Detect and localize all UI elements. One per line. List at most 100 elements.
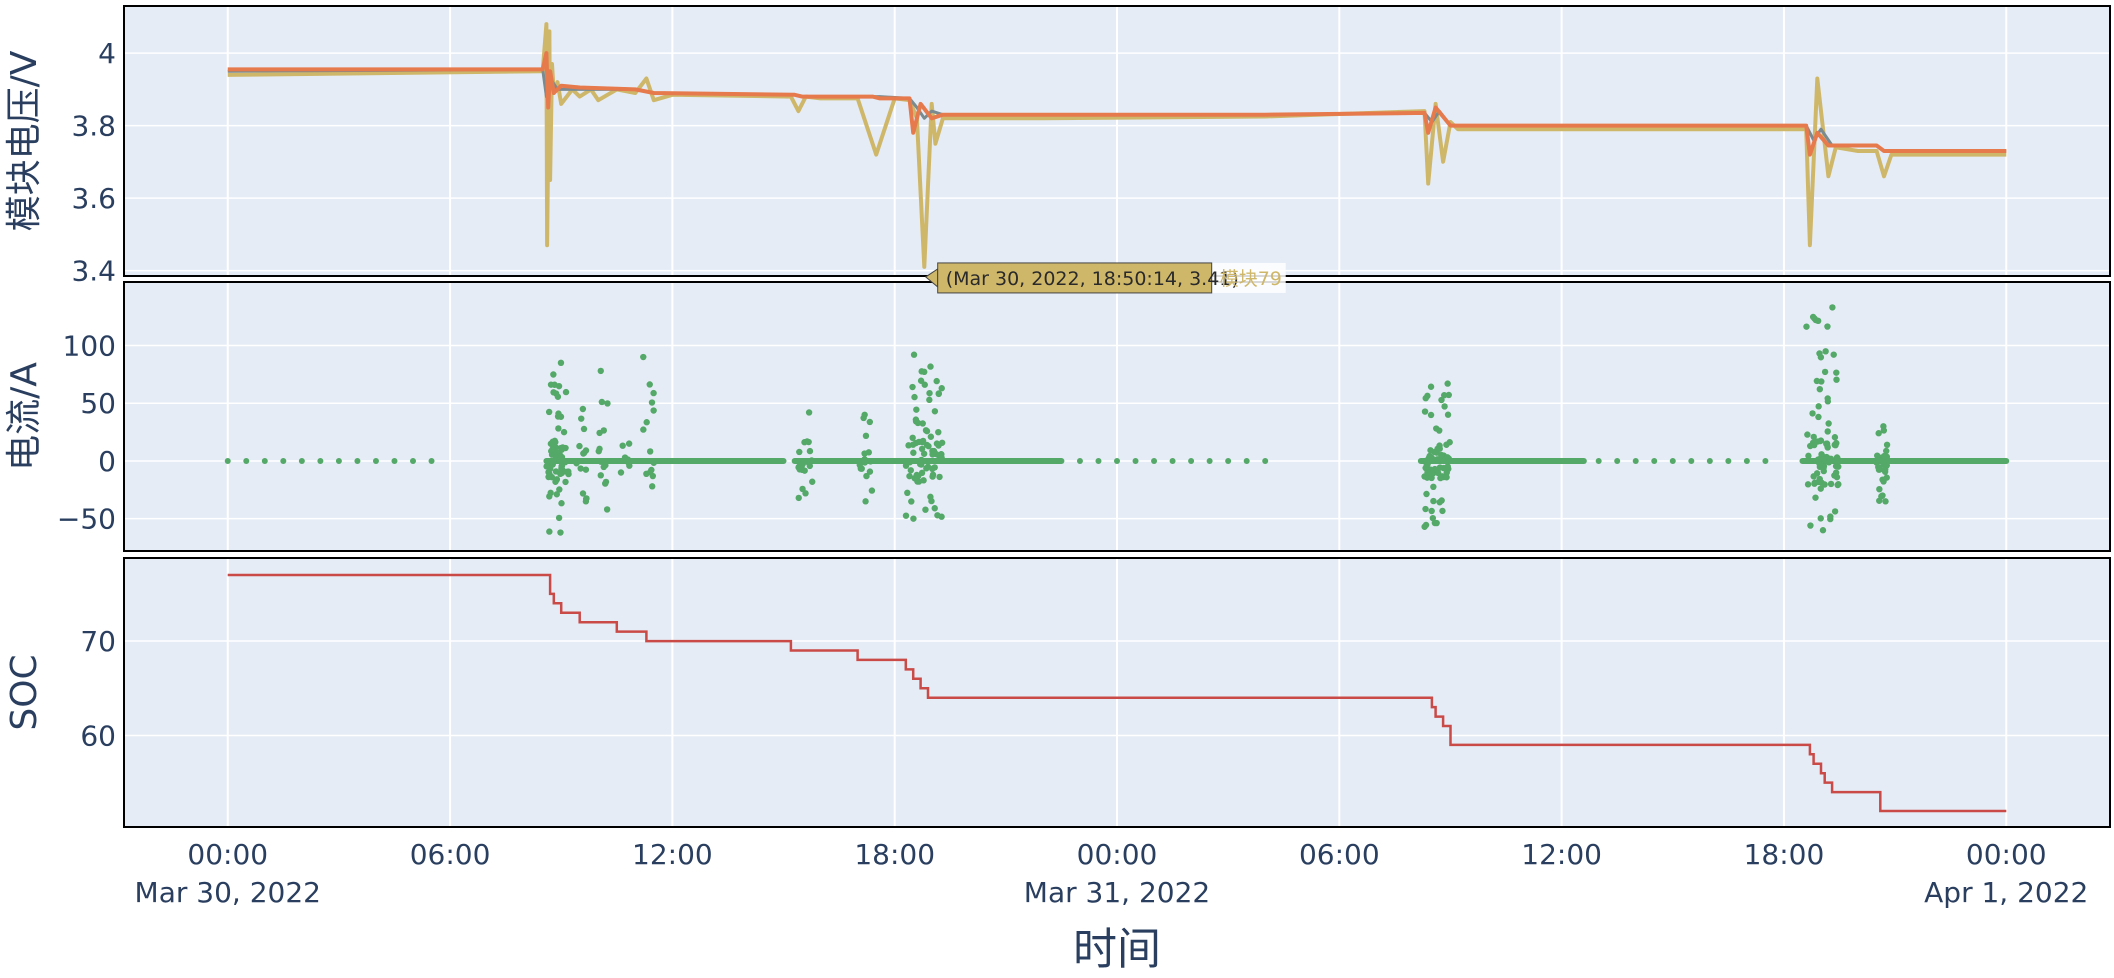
plot-border bbox=[123, 557, 2111, 828]
current-point bbox=[929, 451, 936, 458]
current-point bbox=[1831, 434, 1839, 441]
current-point bbox=[918, 368, 925, 375]
y-tick-label: 100 bbox=[63, 329, 116, 362]
current-point bbox=[1426, 452, 1433, 460]
current-point bbox=[1188, 457, 1195, 464]
current-point bbox=[1431, 448, 1438, 456]
current-point bbox=[1819, 527, 1827, 534]
y-tick-label: 70 bbox=[80, 625, 116, 658]
current-point bbox=[802, 490, 809, 497]
current-point bbox=[801, 467, 808, 474]
current-point bbox=[1428, 507, 1435, 515]
current-point bbox=[1805, 452, 1812, 460]
current-point bbox=[919, 420, 926, 427]
current-point bbox=[224, 457, 231, 464]
current-point bbox=[926, 396, 933, 404]
current-point bbox=[1818, 378, 1825, 385]
current-point bbox=[335, 457, 342, 464]
current-point bbox=[597, 367, 604, 375]
current-point bbox=[1875, 457, 1882, 464]
current-point bbox=[923, 465, 930, 472]
current-point bbox=[1878, 493, 1885, 500]
current-point bbox=[648, 466, 655, 474]
current-point bbox=[617, 469, 625, 476]
current-point bbox=[1814, 456, 1822, 463]
current-point bbox=[929, 471, 937, 478]
current-point bbox=[1829, 304, 1836, 311]
current-point bbox=[806, 447, 814, 455]
data-layer bbox=[227, 22, 2007, 269]
current-point bbox=[1821, 481, 1828, 488]
current-point bbox=[938, 439, 946, 446]
x-tick-label: 06:00 bbox=[1299, 838, 1380, 871]
current-point bbox=[1810, 433, 1817, 441]
current-point bbox=[1882, 466, 1889, 473]
current-point bbox=[1824, 323, 1831, 330]
current-point bbox=[317, 457, 324, 464]
current-point bbox=[902, 512, 910, 519]
current-point bbox=[1706, 457, 1713, 464]
current-point bbox=[1833, 454, 1841, 461]
current-point bbox=[1614, 457, 1621, 464]
current-point bbox=[640, 353, 647, 361]
current-point bbox=[1446, 439, 1453, 446]
current-point bbox=[1880, 461, 1887, 468]
x-tick-label: 18:00 bbox=[1744, 838, 1825, 871]
current-point bbox=[1817, 485, 1824, 492]
x-axis-title: 时间 bbox=[1073, 924, 1161, 975]
panel-voltage: 3.4 3.6 3.8 4 模块电压/V bbox=[4, 5, 2111, 288]
current-point bbox=[1831, 508, 1839, 515]
current-point bbox=[650, 459, 657, 466]
current-point bbox=[904, 489, 911, 497]
current-point bbox=[1725, 457, 1732, 464]
current-point bbox=[1422, 521, 1430, 529]
current-point bbox=[1132, 457, 1139, 464]
current-point bbox=[1833, 439, 1840, 447]
current-point bbox=[1438, 452, 1445, 459]
current-point bbox=[1874, 452, 1881, 459]
current-point bbox=[646, 381, 653, 388]
current-point bbox=[926, 389, 933, 397]
current-point bbox=[927, 363, 934, 370]
current-point bbox=[925, 442, 932, 450]
current-point bbox=[1762, 457, 1769, 464]
y-tick-label: 3.6 bbox=[71, 182, 116, 215]
current-point bbox=[354, 457, 361, 464]
current-point bbox=[933, 440, 941, 447]
current-point bbox=[1423, 457, 1430, 464]
current-point bbox=[582, 495, 590, 503]
y-axis-label: SOC bbox=[4, 654, 45, 730]
current-point bbox=[1444, 463, 1451, 470]
current-point bbox=[908, 498, 915, 505]
current-point bbox=[261, 457, 268, 464]
hover-tooltip: (Mar 30, 2022, 18:50:14, 3.41)模块79 bbox=[924, 262, 1286, 294]
current-point bbox=[907, 467, 915, 474]
current-point bbox=[866, 418, 874, 426]
current-point bbox=[1881, 452, 1888, 460]
current-point bbox=[1804, 481, 1812, 488]
current-point bbox=[1422, 505, 1429, 513]
current-point bbox=[580, 449, 588, 457]
tooltip-name-bg bbox=[1211, 262, 1286, 293]
current-point bbox=[547, 440, 555, 447]
current-point bbox=[428, 457, 435, 464]
current-point bbox=[1816, 350, 1823, 357]
current-point bbox=[573, 460, 580, 467]
x-tick-date: Apr 1, 2022 bbox=[1924, 876, 2088, 909]
current-point bbox=[1225, 457, 1232, 464]
current-point bbox=[935, 390, 942, 398]
current-point bbox=[602, 480, 609, 487]
current-point bbox=[1807, 442, 1814, 450]
current-point bbox=[1444, 411, 1452, 418]
current-point bbox=[922, 506, 929, 513]
current-point bbox=[1811, 315, 1818, 322]
current-point bbox=[1883, 441, 1891, 449]
current-point bbox=[1429, 514, 1437, 522]
current-point bbox=[1816, 475, 1823, 483]
current-point bbox=[1632, 457, 1639, 464]
current-point bbox=[596, 445, 603, 453]
current-point bbox=[805, 409, 813, 416]
current-point bbox=[906, 472, 913, 480]
current-point bbox=[603, 506, 611, 513]
tooltip-series-name: 模块79 bbox=[1220, 268, 1282, 290]
